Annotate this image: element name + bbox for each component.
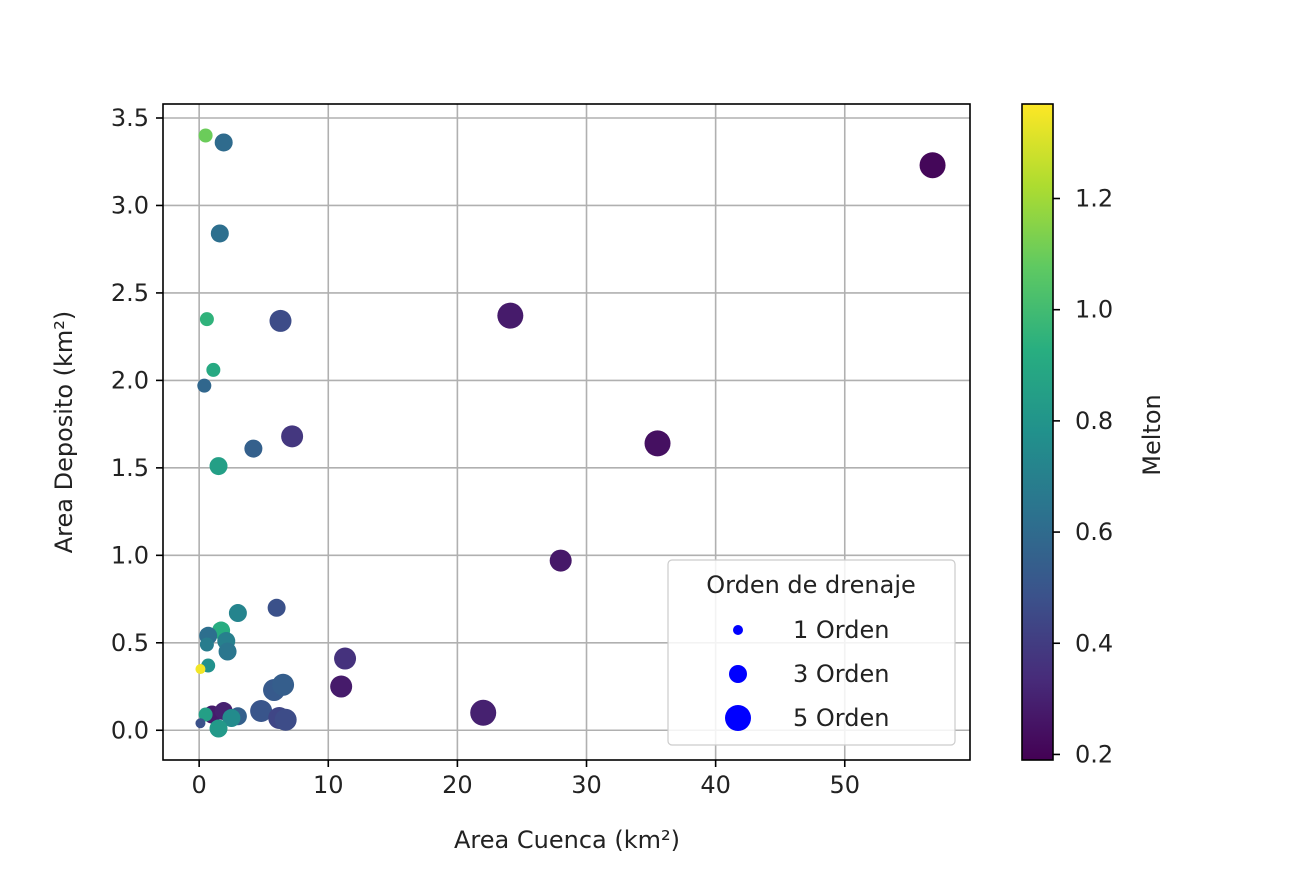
data-point	[470, 699, 497, 726]
y-tick-label: 3.5	[111, 104, 149, 132]
data-point	[209, 719, 228, 738]
data-point	[198, 707, 213, 722]
data-point	[198, 128, 213, 143]
data-point	[206, 362, 221, 377]
y-tick-label: 2.5	[111, 279, 149, 307]
legend-label: 5 Orden	[793, 704, 889, 732]
x-tick-label: 10	[313, 771, 344, 799]
data-point	[281, 425, 304, 448]
x-tick-label: 0	[192, 771, 207, 799]
data-point	[244, 439, 263, 458]
data-point	[222, 709, 241, 728]
legend-label: 1 Orden	[793, 616, 889, 644]
data-point	[549, 549, 572, 572]
colorbar: 0.2 0.4 0.6 0.8 1.0 1.2 Melton	[1021, 103, 1166, 768]
y-axis-title: Area Deposito (km²)	[50, 311, 78, 554]
y-tick-label: 2.0	[111, 366, 149, 394]
data-point	[334, 647, 357, 670]
legend-title: Orden de drenaje	[706, 571, 916, 599]
legend-box	[667, 559, 956, 746]
y-tick-label: 3.0	[111, 191, 149, 219]
y-axis: 0.0 0.5 1.0 1.5 2.0 2.5 3.0 3.5	[111, 104, 163, 744]
data-point	[195, 718, 206, 729]
data-point	[497, 302, 524, 329]
data-point	[210, 224, 229, 243]
colorbar-tick-label: 0.6	[1075, 518, 1113, 546]
x-axis-title: Area Cuenca (km²)	[454, 826, 680, 854]
y-tick-label: 0.0	[111, 716, 149, 744]
legend: Orden de drenaje 1 Orden 3 Orden 5 Orden	[667, 559, 956, 746]
grid	[163, 104, 970, 760]
data-point	[272, 673, 295, 696]
data-point	[195, 664, 206, 675]
data-points	[195, 128, 946, 738]
colorbar-gradient	[1021, 103, 1054, 761]
legend-marker	[733, 625, 743, 635]
y-tick-label: 1.5	[111, 454, 149, 482]
plot-frame	[162, 103, 971, 761]
legend-label: 3 Orden	[793, 660, 889, 688]
data-point	[644, 430, 671, 457]
x-axis: 0 10 20 30 40 50	[192, 760, 860, 799]
data-point	[330, 675, 353, 698]
x-tick-label: 50	[829, 771, 860, 799]
data-point	[250, 700, 273, 723]
colorbar-tick-label: 0.4	[1075, 629, 1113, 657]
data-point	[919, 152, 946, 179]
data-point	[269, 309, 292, 332]
data-point	[274, 708, 297, 731]
x-tick-label: 40	[700, 771, 731, 799]
data-point	[218, 642, 237, 661]
colorbar-tick-label: 0.2	[1075, 740, 1113, 768]
x-tick-label: 20	[442, 771, 473, 799]
legend-marker	[725, 705, 751, 731]
data-point	[267, 598, 286, 617]
x-tick-label: 30	[571, 771, 602, 799]
y-tick-label: 1.0	[111, 541, 149, 569]
y-tick-label: 0.5	[111, 629, 149, 657]
data-point	[199, 637, 214, 652]
colorbar-label: Melton	[1138, 394, 1166, 475]
data-point	[228, 604, 247, 623]
data-point	[209, 457, 228, 476]
legend-marker	[729, 665, 747, 683]
colorbar-tick-label: 1.0	[1075, 296, 1113, 324]
data-point	[214, 133, 233, 152]
colorbar-tick-label: 1.2	[1075, 185, 1113, 213]
data-point	[197, 378, 212, 393]
data-point	[199, 312, 214, 327]
colorbar-tick-label: 0.8	[1075, 407, 1113, 435]
